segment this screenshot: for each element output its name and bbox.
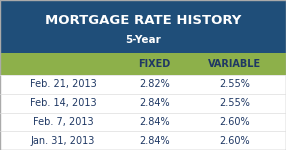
Bar [0, 94, 286, 112]
Text: 2.60%: 2.60% [219, 117, 250, 127]
Bar [0, 0, 286, 53]
Text: Feb. 21, 2013: Feb. 21, 2013 [29, 79, 96, 89]
Text: VARIABLE: VARIABLE [208, 59, 261, 69]
Text: 2.84%: 2.84% [139, 117, 170, 127]
Bar [0, 53, 286, 75]
Bar [0, 131, 286, 150]
Text: 2.60%: 2.60% [219, 136, 250, 146]
Text: 5-Year: 5-Year [125, 35, 161, 45]
Text: 2.55%: 2.55% [219, 79, 250, 89]
Bar [0, 75, 286, 94]
Text: 2.84%: 2.84% [139, 98, 170, 108]
Text: Jan. 31, 2013: Jan. 31, 2013 [31, 136, 95, 146]
Text: Feb. 14, 2013: Feb. 14, 2013 [30, 98, 96, 108]
Text: 2.55%: 2.55% [219, 98, 250, 108]
Text: FIXED: FIXED [138, 59, 170, 69]
Text: 2.82%: 2.82% [139, 79, 170, 89]
Text: 2.84%: 2.84% [139, 136, 170, 146]
Text: Feb. 7, 2013: Feb. 7, 2013 [33, 117, 93, 127]
Text: MORTGAGE RATE HISTORY: MORTGAGE RATE HISTORY [45, 14, 241, 27]
Bar [0, 112, 286, 131]
